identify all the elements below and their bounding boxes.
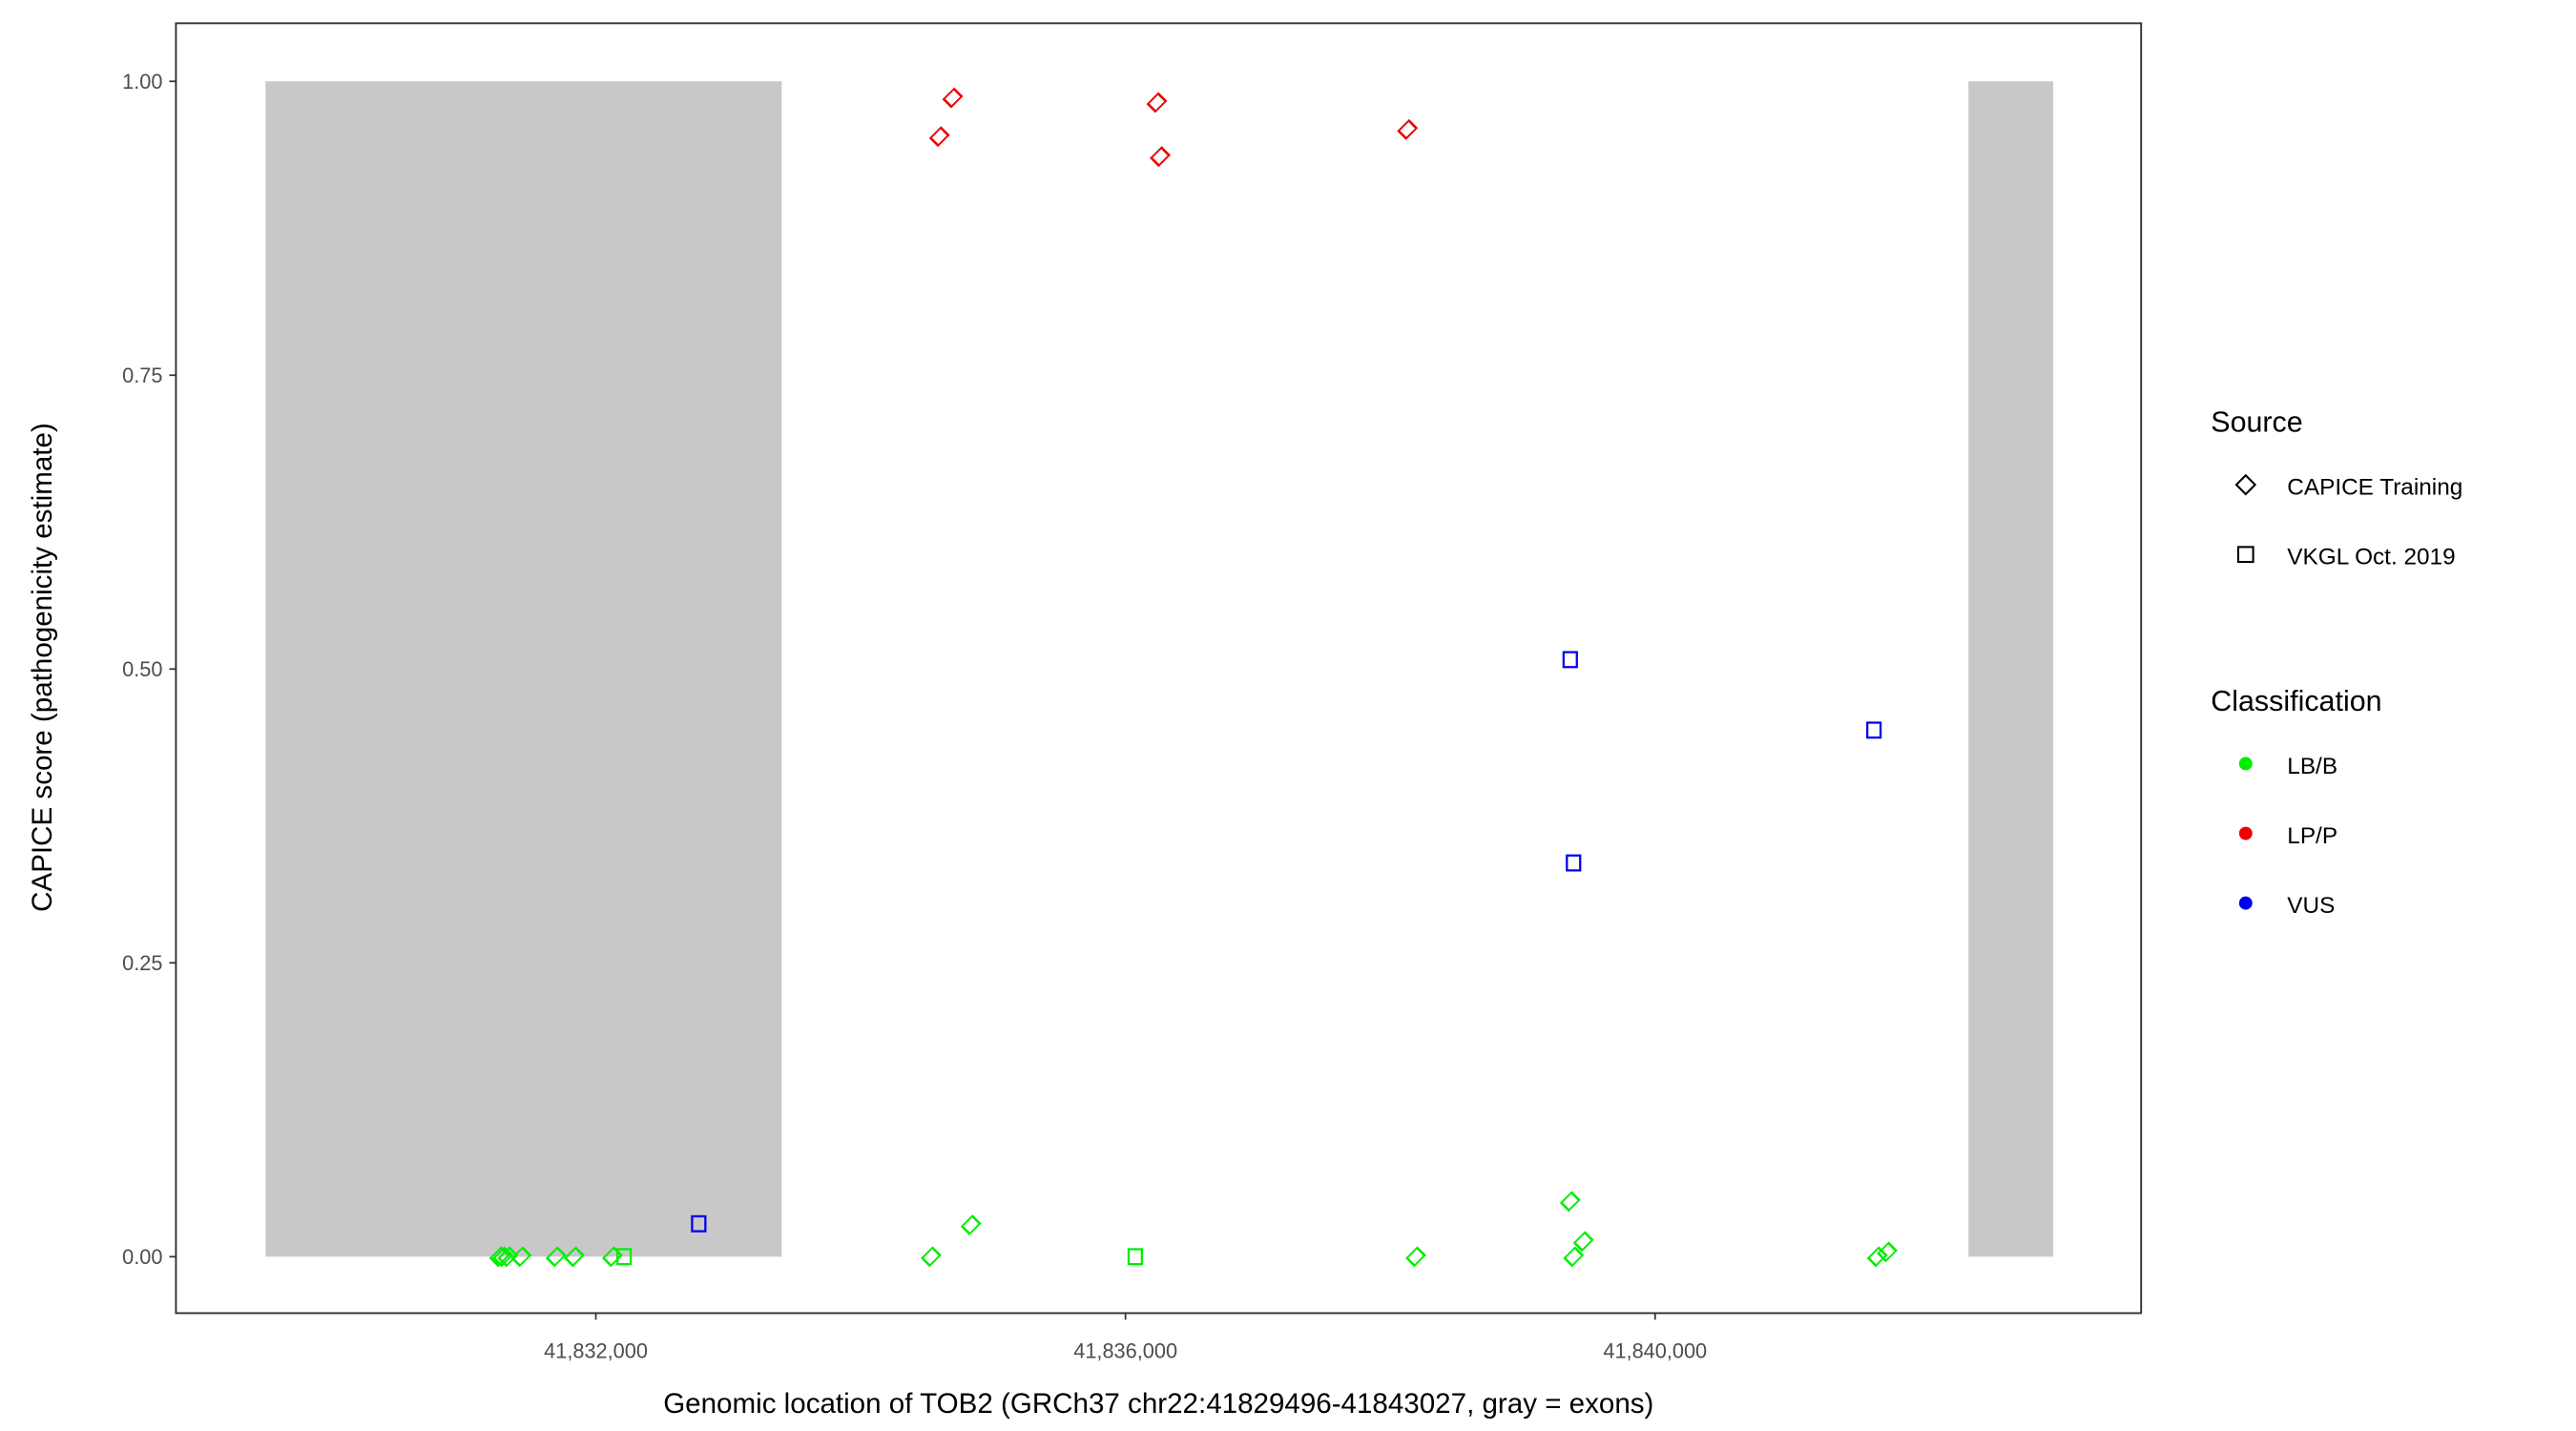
exon-regions xyxy=(265,81,2054,1257)
point-capice-lbb xyxy=(1572,1231,1594,1253)
legend-item-lpp: LP/P xyxy=(2287,823,2337,849)
y-axis-label: CAPICE score (pathogenicity estimate) xyxy=(27,423,58,912)
legend-item-vkgl: VKGL Oct. 2019 xyxy=(2287,545,2455,570)
point-vkgl-lbb xyxy=(616,1248,633,1266)
x-tick-label: 41,840,000 xyxy=(1603,1338,1707,1362)
point-capice-lbb xyxy=(1405,1246,1426,1268)
legend-dot-vus xyxy=(2238,896,2253,910)
point-vkgl-vus xyxy=(1562,651,1578,669)
point-capice-lbb xyxy=(1877,1241,1898,1263)
point-capice-lpp xyxy=(928,126,950,148)
point-vkgl-vus xyxy=(1566,854,1582,872)
legend-dot-lbb xyxy=(2238,757,2253,771)
y-tick-label: 0.75 xyxy=(122,363,162,387)
point-capice-lbb xyxy=(1866,1246,1888,1268)
point-capice-lpp xyxy=(942,87,964,109)
legend-item-capice-training: CAPICE Training xyxy=(2287,475,2462,501)
point-capice-lbb xyxy=(920,1246,942,1268)
exon-2 xyxy=(1968,81,2054,1257)
y-tick-label: 1.00 xyxy=(122,70,162,93)
point-vkgl-lbb xyxy=(1127,1248,1144,1266)
point-capice-lpp xyxy=(1146,92,1168,114)
square-icon xyxy=(2236,546,2254,564)
point-capice-lbb xyxy=(510,1246,532,1268)
point-vkgl-vus xyxy=(691,1214,707,1233)
exon-1 xyxy=(265,81,782,1257)
point-capice-lbb xyxy=(545,1246,567,1268)
point-capice-lbb xyxy=(492,1246,514,1268)
legend-source-title: Source xyxy=(2211,405,2302,438)
point-capice-lpp xyxy=(1397,118,1419,140)
legend-item-vus: VUS xyxy=(2287,893,2335,919)
diamond-icon xyxy=(2234,473,2257,496)
plot-panel-border xyxy=(175,22,2143,1315)
y-tick-label: 0.25 xyxy=(122,951,162,975)
legend-dot-lpp xyxy=(2238,826,2253,840)
point-capice-lbb xyxy=(563,1246,585,1268)
y-axis: 0.00 0.25 0.50 0.75 1.00 xyxy=(122,70,177,1269)
point-capice-lbb xyxy=(497,1246,519,1268)
point-capice-lbb xyxy=(1563,1246,1585,1268)
x-tick-label: 41,836,000 xyxy=(1073,1338,1177,1362)
point-vkgl-vus xyxy=(1866,721,1882,739)
point-capice-lbb xyxy=(960,1214,982,1235)
legend-item-lbb: LB/B xyxy=(2287,754,2337,779)
legend: Source CAPICE Training VKGL Oct. 2019 Cl… xyxy=(2211,405,2462,919)
y-tick-label: 0.00 xyxy=(122,1245,162,1269)
point-capice-lbb xyxy=(1559,1191,1581,1213)
legend-classification-title: Classification xyxy=(2211,685,2381,717)
x-tick-label: 41,832,000 xyxy=(544,1338,648,1362)
x-axis: 41,832,000 41,836,000 41,840,000 xyxy=(544,1313,1707,1362)
y-tick-label: 0.50 xyxy=(122,657,162,681)
data-points xyxy=(488,87,1898,1268)
x-axis-label: Genomic location of TOB2 (GRCh37 chr22:4… xyxy=(663,1388,1653,1420)
point-capice-lpp xyxy=(1150,146,1171,168)
